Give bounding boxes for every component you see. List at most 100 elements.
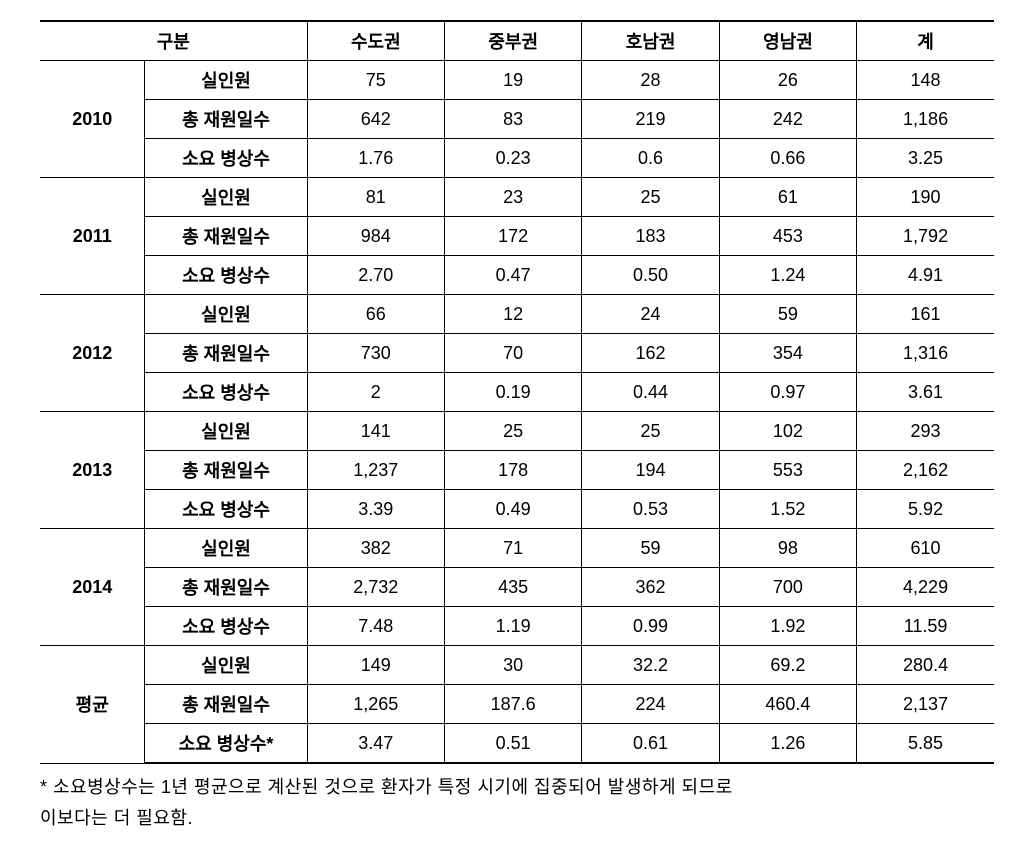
data-cell: 0.49 [444, 490, 581, 529]
data-cell: 362 [582, 568, 719, 607]
metric-label: 총 재원일수 [145, 100, 307, 139]
metric-label: 소요 병상수* [145, 724, 307, 764]
data-cell: 1,316 [857, 334, 994, 373]
data-cell: 161 [857, 295, 994, 334]
footnote-line-2: 이보다는 더 필요함. [40, 803, 994, 834]
data-cell: 0.44 [582, 373, 719, 412]
data-cell: 69.2 [719, 646, 856, 685]
data-cell: 0.50 [582, 256, 719, 295]
data-cell: 1,792 [857, 217, 994, 256]
data-cell: 32.2 [582, 646, 719, 685]
metric-label: 실인원 [145, 412, 307, 451]
year-label: 2011 [40, 178, 145, 295]
data-cell: 0.19 [444, 373, 581, 412]
header-col-0: 수도권 [307, 21, 444, 61]
metric-label: 소요 병상수 [145, 373, 307, 412]
data-cell: 2,732 [307, 568, 444, 607]
data-cell: 1.76 [307, 139, 444, 178]
table-row: 2014 실인원 382 71 59 98 610 [40, 529, 994, 568]
data-cell: 25 [444, 412, 581, 451]
data-cell: 172 [444, 217, 581, 256]
footnote-line-1: * 소요병상수는 1년 평균으로 계산된 것으로 환자가 특정 시기에 집중되어… [40, 772, 994, 803]
data-cell: 553 [719, 451, 856, 490]
data-cell: 71 [444, 529, 581, 568]
table-row: 2012 실인원 66 12 24 59 161 [40, 295, 994, 334]
data-cell: 70 [444, 334, 581, 373]
metric-label: 실인원 [145, 178, 307, 217]
table-row: 소요 병상수 1.76 0.23 0.6 0.66 3.25 [40, 139, 994, 178]
data-cell: 141 [307, 412, 444, 451]
data-cell: 1.24 [719, 256, 856, 295]
data-cell: 75 [307, 61, 444, 100]
data-cell: 25 [582, 178, 719, 217]
data-cell: 730 [307, 334, 444, 373]
data-cell: 453 [719, 217, 856, 256]
data-cell: 382 [307, 529, 444, 568]
metric-label: 소요 병상수 [145, 139, 307, 178]
metric-label: 소요 병상수 [145, 256, 307, 295]
table-row: 소요 병상수 7.48 1.19 0.99 1.92 11.59 [40, 607, 994, 646]
data-cell: 0.53 [582, 490, 719, 529]
data-cell: 183 [582, 217, 719, 256]
data-cell: 0.6 [582, 139, 719, 178]
data-cell: 3.47 [307, 724, 444, 764]
header-category: 구분 [40, 21, 307, 61]
metric-label: 소요 병상수 [145, 607, 307, 646]
year-label: 2010 [40, 61, 145, 178]
year-label: 2012 [40, 295, 145, 412]
table-row: 평균 실인원 149 30 32.2 69.2 280.4 [40, 646, 994, 685]
header-col-3: 영남권 [719, 21, 856, 61]
data-cell: 700 [719, 568, 856, 607]
table-row: 총 재원일수 1,265 187.6 224 460.4 2,137 [40, 685, 994, 724]
data-cell: 59 [582, 529, 719, 568]
year-label: 평균 [40, 646, 145, 764]
data-cell: 3.25 [857, 139, 994, 178]
data-cell: 25 [582, 412, 719, 451]
data-cell: 81 [307, 178, 444, 217]
data-cell: 435 [444, 568, 581, 607]
data-cell: 0.66 [719, 139, 856, 178]
table-row: 소요 병상수 2.70 0.47 0.50 1.24 4.91 [40, 256, 994, 295]
data-cell: 4.91 [857, 256, 994, 295]
data-cell: 148 [857, 61, 994, 100]
data-cell: 149 [307, 646, 444, 685]
data-cell: 0.97 [719, 373, 856, 412]
data-cell: 11.59 [857, 607, 994, 646]
metric-label: 총 재원일수 [145, 568, 307, 607]
data-cell: 5.85 [857, 724, 994, 764]
data-cell: 28 [582, 61, 719, 100]
metric-label: 총 재원일수 [145, 334, 307, 373]
data-table: 구분 수도권 중부권 호남권 영남권 계 2010 실인원 75 19 28 2… [40, 20, 994, 764]
data-cell: 66 [307, 295, 444, 334]
table-row: 2010 실인원 75 19 28 26 148 [40, 61, 994, 100]
table-row: 소요 병상수* 3.47 0.51 0.61 1.26 5.85 [40, 724, 994, 764]
data-cell: 2 [307, 373, 444, 412]
data-cell: 0.51 [444, 724, 581, 764]
table-row: 총 재원일수 2,732 435 362 700 4,229 [40, 568, 994, 607]
data-cell: 3.61 [857, 373, 994, 412]
data-cell: 1.26 [719, 724, 856, 764]
data-cell: 224 [582, 685, 719, 724]
data-cell: 1.52 [719, 490, 856, 529]
data-cell: 0.47 [444, 256, 581, 295]
table-row: 총 재원일수 730 70 162 354 1,316 [40, 334, 994, 373]
table-row: 소요 병상수 2 0.19 0.44 0.97 3.61 [40, 373, 994, 412]
data-cell: 178 [444, 451, 581, 490]
data-cell: 0.23 [444, 139, 581, 178]
table-header-row: 구분 수도권 중부권 호남권 영남권 계 [40, 21, 994, 61]
data-cell: 30 [444, 646, 581, 685]
data-cell: 162 [582, 334, 719, 373]
data-cell: 1.19 [444, 607, 581, 646]
data-cell: 610 [857, 529, 994, 568]
data-cell: 1,237 [307, 451, 444, 490]
data-cell: 2.70 [307, 256, 444, 295]
data-cell: 3.39 [307, 490, 444, 529]
data-cell: 59 [719, 295, 856, 334]
data-cell: 19 [444, 61, 581, 100]
header-col-4: 계 [857, 21, 994, 61]
table-row: 2013 실인원 141 25 25 102 293 [40, 412, 994, 451]
table-row: 총 재원일수 1,237 178 194 553 2,162 [40, 451, 994, 490]
data-cell: 354 [719, 334, 856, 373]
data-cell: 2,162 [857, 451, 994, 490]
footnote: * 소요병상수는 1년 평균으로 계산된 것으로 환자가 특정 시기에 집중되어… [40, 772, 994, 833]
